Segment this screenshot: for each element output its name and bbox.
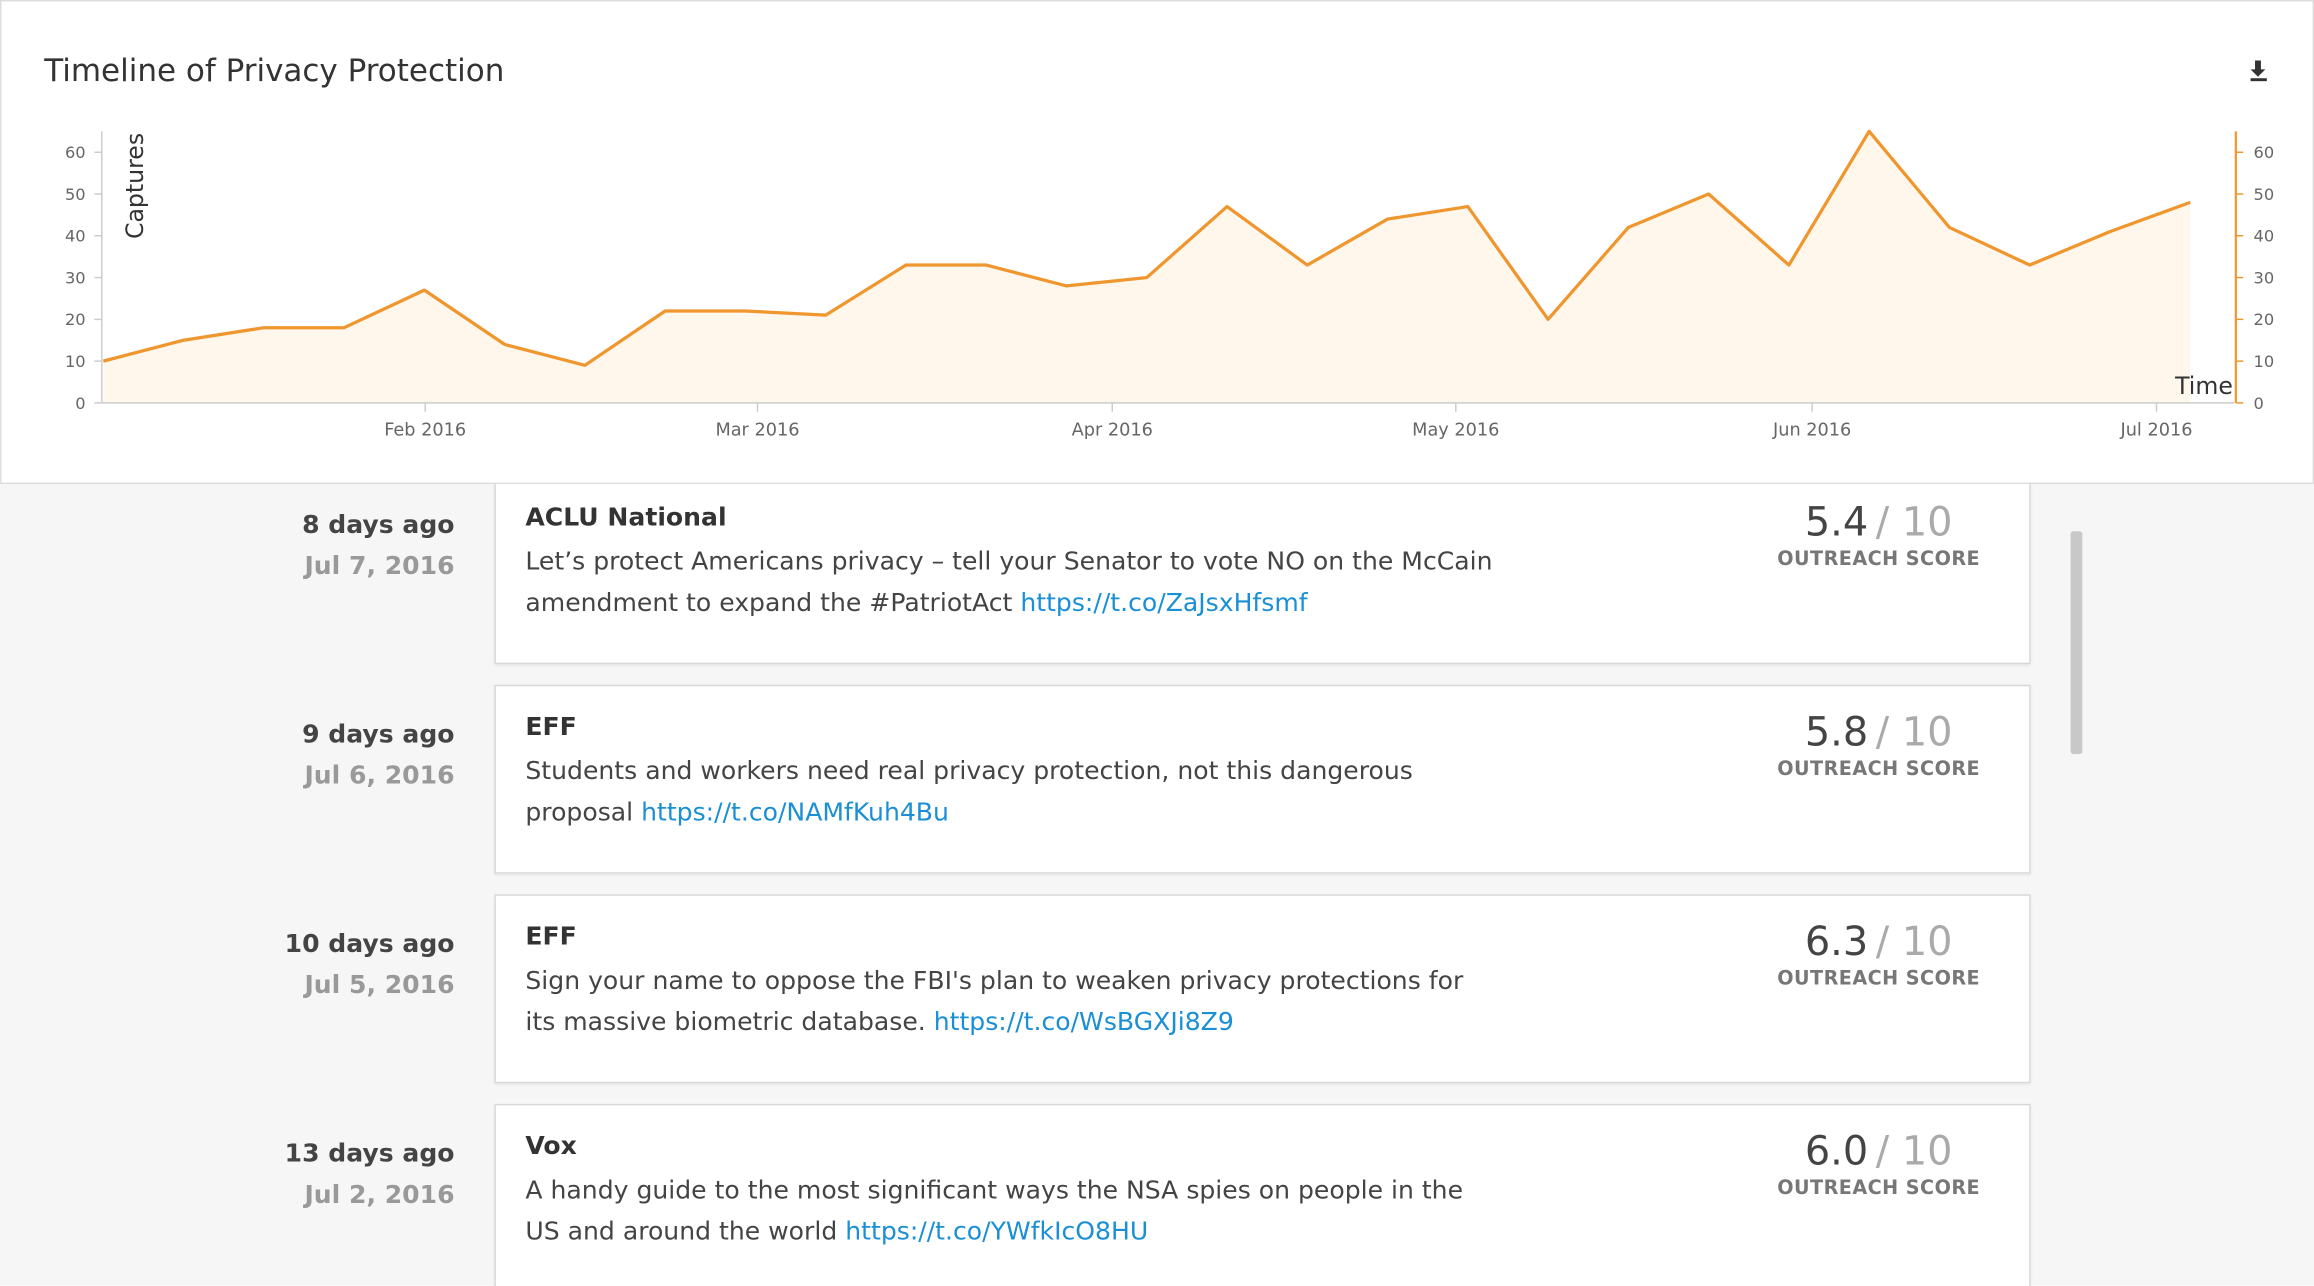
tweet-text: Sign your name to oppose the FBI's plan …	[525, 961, 1499, 1044]
text: A handy guide to the most significant wa…	[525, 1176, 1464, 1248]
score-value: 6.3	[1804, 919, 1869, 966]
score: 5.4 / 10 OUTREACH SCORE	[1761, 500, 1997, 571]
y-tick-label: 0	[75, 394, 85, 413]
score-max: / 10	[1875, 500, 1953, 547]
score-max: / 10	[1875, 919, 1953, 966]
scrollbar[interactable]	[2070, 531, 2083, 755]
tweet-card: Vox A handy guide to the most significant…	[494, 1103, 2031, 1286]
y2-tick-label: 30	[2254, 268, 2275, 287]
tweet-card: ACLU National Let’s protect Americans pri…	[494, 475, 2031, 665]
y-tick-label: 10	[65, 352, 86, 371]
source: EFF	[525, 922, 577, 952]
tweet-link[interactable]: https://t.co/YWfkIcO8HU	[845, 1217, 1149, 1248]
score: 6.0 / 10 OUTREACH SCORE	[1761, 1129, 1997, 1200]
y-tick-label: 50	[65, 185, 86, 204]
y2-tick-label: 20	[2254, 310, 2275, 329]
y2-tick-label: 40	[2254, 227, 2275, 246]
y-tick-label: 20	[65, 310, 86, 329]
date: Jul 5, 2016	[304, 971, 455, 1001]
score: 5.8 / 10 OUTREACH SCORE	[1761, 710, 1997, 781]
score-label: OUTREACH SCORE	[1777, 968, 1981, 991]
time-ago: 10 days ago	[284, 929, 455, 960]
x-tick-label: Mar 2016	[715, 420, 799, 440]
source: Vox	[525, 1131, 577, 1162]
tweet-text: A handy guide to the most significant wa…	[525, 1170, 1499, 1253]
text: Students and workers need real privacy p…	[525, 757, 1413, 828]
time-ago: 13 days ago	[284, 1139, 455, 1169]
score-row: 6.0 / 10	[1761, 1129, 1997, 1175]
x-tick-label: Jul 2016	[2120, 420, 2193, 440]
score-row: 6.3 / 10	[1761, 919, 1997, 965]
score-label: OUTREACH SCORE	[1777, 1177, 1981, 1200]
x-tick-label: May 2016	[1412, 420, 1499, 440]
score-value: 6.0	[1804, 1128, 1869, 1175]
tweet-card: EFF Students and workers need real privac…	[494, 684, 2031, 874]
x-tick-label: Apr 2016	[1072, 420, 1153, 440]
tweet-text: Let’s protect Americans privacy – tell y…	[525, 542, 1499, 625]
download-icon[interactable]	[2250, 60, 2267, 82]
y2-tick-label: 0	[2254, 394, 2264, 413]
time-ago: 8 days ago	[302, 510, 455, 541]
source: EFF	[525, 712, 577, 743]
chart: Timeline of Privacy Protection 0 10 20 30 40…	[43, 53, 2275, 440]
x-tick-label: Feb 2016	[384, 420, 466, 440]
score-max: / 10	[1875, 709, 1953, 756]
y-axis-title: Captures	[121, 133, 149, 239]
score-max: / 10	[1875, 1128, 1953, 1175]
date: Jul 7, 2016	[304, 551, 455, 582]
score-label: OUTREACH SCORE	[1777, 548, 1981, 572]
score-value: 5.4	[1804, 500, 1869, 547]
score-row: 5.8 / 10	[1761, 710, 1997, 756]
area	[103, 131, 2191, 403]
chart-panel: Timeline of Privacy Protection 0 10 20 30 40…	[0, 0, 2314, 485]
score-value: 5.8	[1804, 709, 1869, 756]
y2-tick-label: 60	[2254, 143, 2275, 162]
time-ago: 9 days ago	[302, 720, 455, 750]
y2-tick-label: 10	[2254, 352, 2275, 371]
x-axis-title: Time	[2174, 372, 2233, 400]
tweet-link[interactable]: https://t.co/NAMfKuh4Bu	[641, 798, 949, 828]
score-label: OUTREACH SCORE	[1777, 758, 1981, 781]
tweet-card: EFF Sign your name to oppose the FBI's pl…	[494, 894, 2031, 1084]
line	[102, 129, 2191, 367]
score-row: 5.4 / 10	[1761, 500, 1997, 546]
date: Jul 6, 2016	[304, 761, 455, 792]
y2-tick-label: 50	[2254, 185, 2275, 204]
x-tick-label: Jun 2016	[1772, 420, 1851, 440]
y-tick-label: 60	[65, 143, 86, 162]
y-tick-label: 40	[65, 227, 86, 246]
tweet-text: Students and workers need real privacy p…	[525, 751, 1499, 834]
source: ACLU National	[525, 503, 727, 533]
tweet-link[interactable]: https://t.co/WsBGXJi8Z9	[933, 1007, 1234, 1038]
chart-title: Timeline of Privacy Protection	[43, 53, 504, 89]
text: Sign your name to oppose the FBI's plan …	[525, 966, 1464, 1038]
y-tick-label: 30	[65, 268, 86, 287]
text: Let’s protect Americans privacy – tell y…	[525, 547, 1493, 619]
date: Jul 2, 2016	[304, 1180, 455, 1211]
score: 6.3 / 10 OUTREACH SCORE	[1761, 919, 1997, 990]
tweet-link[interactable]: https://t.co/ZaJsxHfsmf	[1020, 588, 1308, 619]
